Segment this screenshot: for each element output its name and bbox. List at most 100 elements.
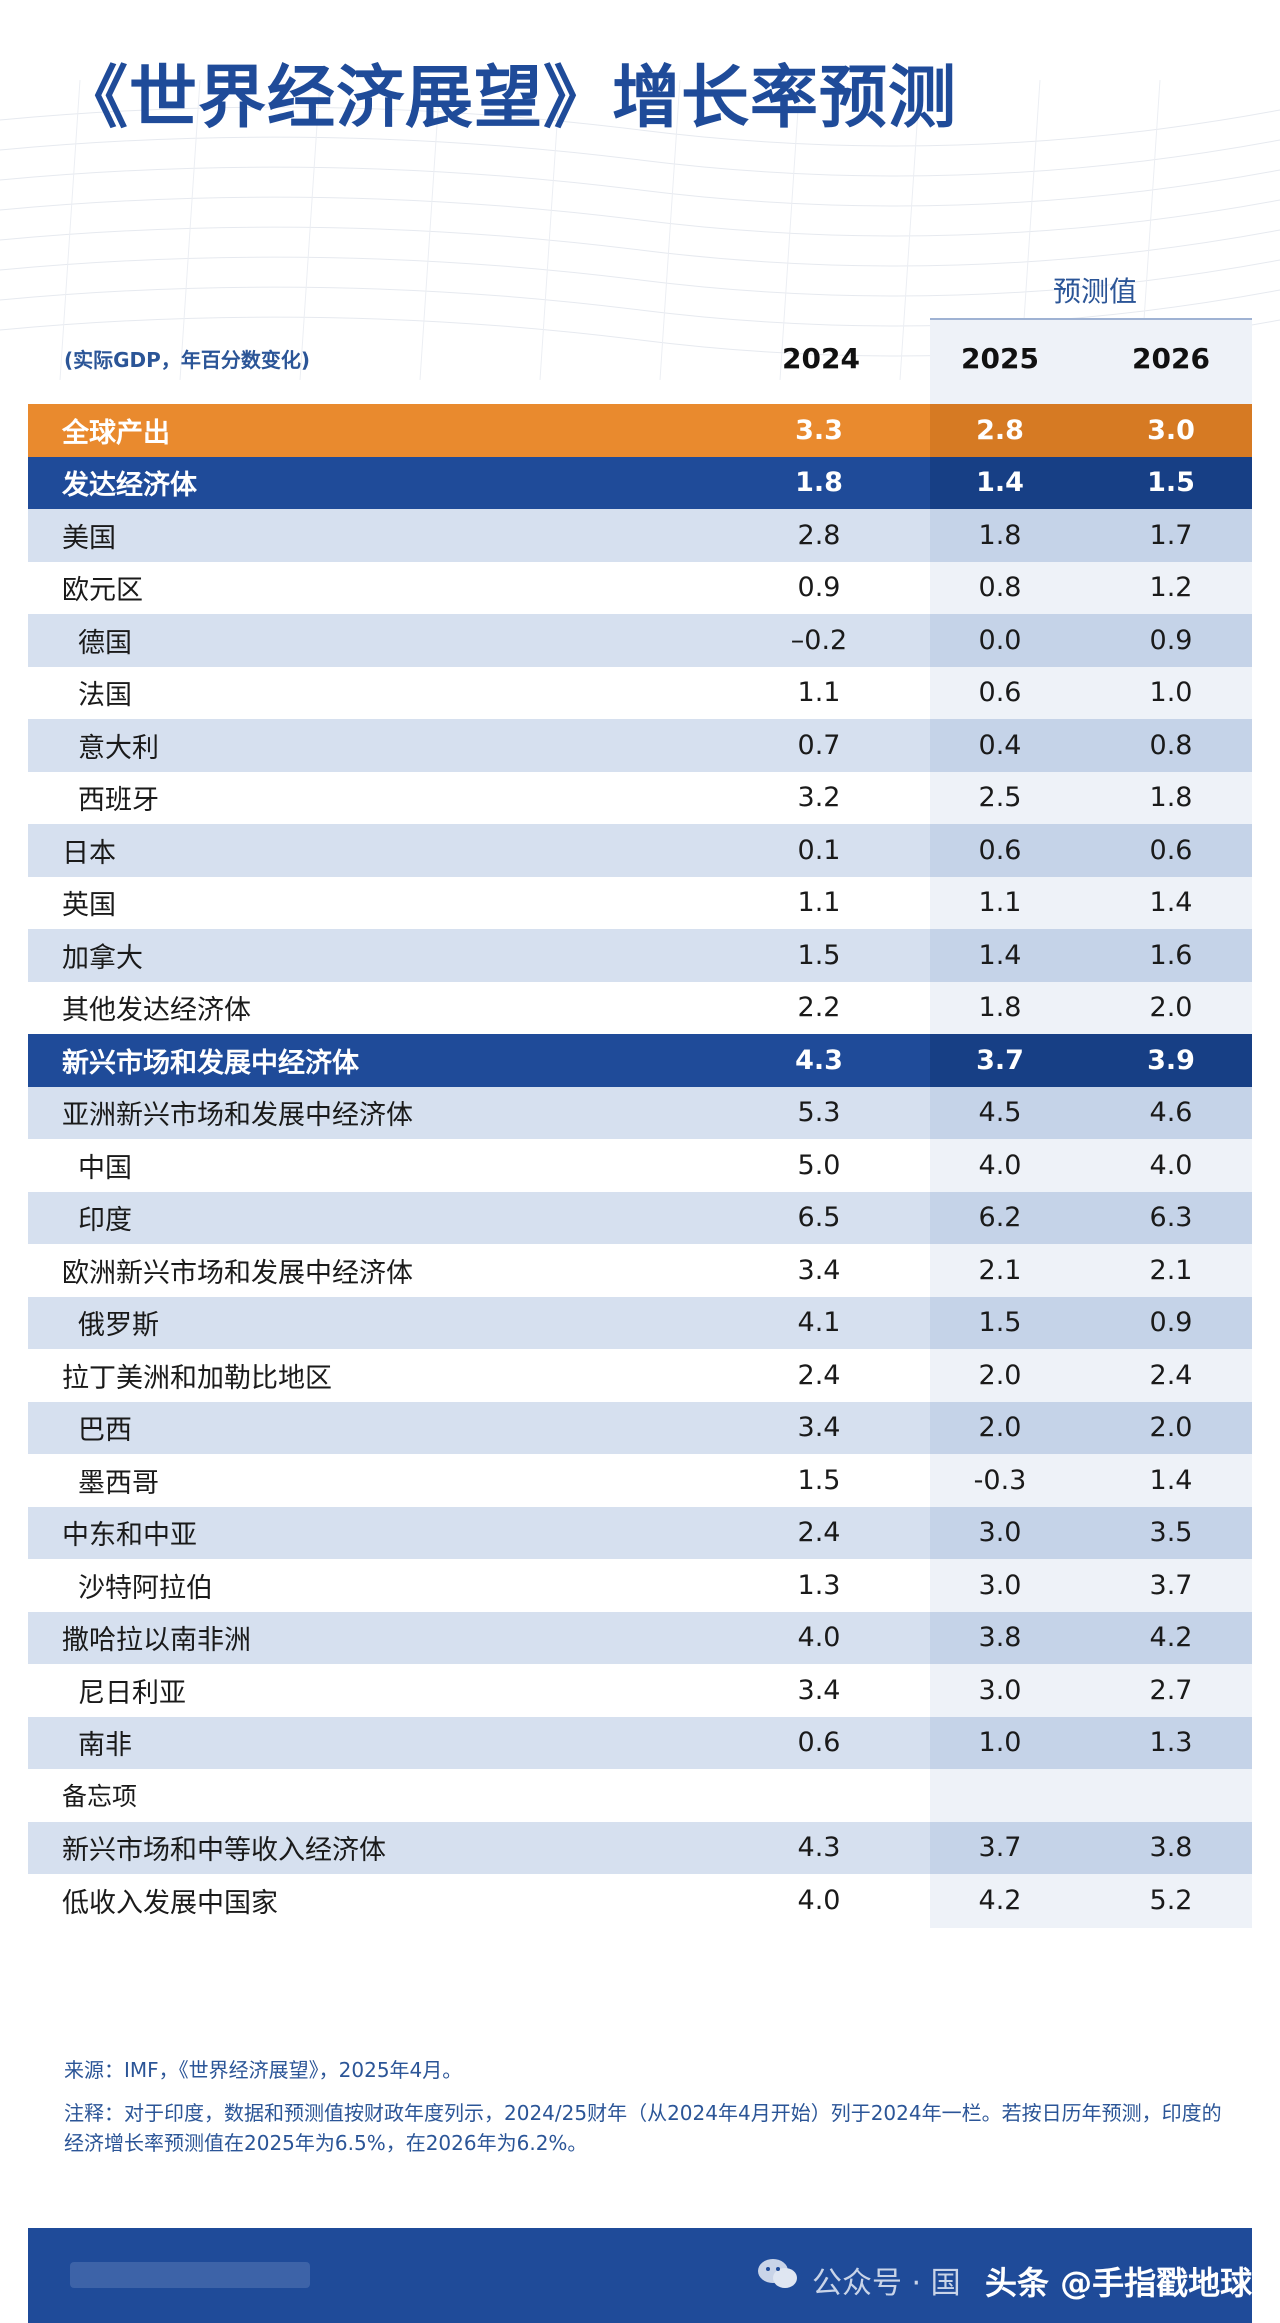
value-2025: 3.7 <box>976 1044 1024 1076</box>
value-2025: 2.8 <box>976 414 1024 446</box>
value-2026: 1.3 <box>1149 1727 1193 1759</box>
value-2026: 1.5 <box>1147 467 1195 499</box>
growth-table: 全球产出 3.3 2.8 3.0 发达经济体 1.8 1.4 1.5 美国 2.… <box>28 404 1252 1927</box>
value-2024: –0.2 <box>790 624 848 656</box>
value-2024: 4.0 <box>797 1884 841 1916</box>
value-2024: 2.8 <box>797 519 841 551</box>
row-label: 西班牙 <box>78 785 159 817</box>
value-2025: 3.8 <box>978 1622 1022 1654</box>
value-2025: 2.5 <box>978 782 1022 814</box>
forecast-label: 预测值 <box>1052 275 1137 308</box>
table-row: 低收入发展中国家 4.0 4.2 5.2 <box>28 1874 1252 1927</box>
value-2024: 3.4 <box>797 1254 841 1286</box>
value-2026: 0.8 <box>1149 729 1193 761</box>
year-header-2025: 2025 <box>961 342 1039 375</box>
row-label: 英国 <box>62 890 116 922</box>
row-label: 低收入发展中国家 <box>62 1887 278 1919</box>
value-2024: 3.4 <box>797 1674 841 1706</box>
row-label: 尼日利亚 <box>78 1677 186 1709</box>
table-row: 西班牙 3.2 2.5 1.8 <box>28 772 1252 825</box>
table-row: 拉丁美洲和加勒比地区 2.4 2.0 2.4 <box>28 1349 1252 1402</box>
table-row: 法国 1.1 0.6 1.0 <box>28 667 1252 720</box>
value-2025: 1.1 <box>978 887 1022 919</box>
value-2025: 3.0 <box>978 1674 1022 1706</box>
value-2024: 1.1 <box>797 887 841 919</box>
value-2024: 0.9 <box>797 572 841 604</box>
value-2024: 1.5 <box>797 1464 841 1496</box>
row-label: 欧元区 <box>62 575 143 607</box>
value-2026: 2.0 <box>1149 1412 1193 1444</box>
value-2025: 0.0 <box>978 624 1022 656</box>
value-2024: 1.8 <box>795 467 843 499</box>
value-2025: 2.1 <box>978 1254 1022 1286</box>
value-2024: 0.7 <box>797 729 841 761</box>
row-label: 中东和中亚 <box>62 1520 197 1552</box>
value-2026: 2.4 <box>1149 1359 1193 1391</box>
value-2024: 0.6 <box>797 1727 841 1759</box>
value-2025: 1.4 <box>976 467 1024 499</box>
value-2025: 0.4 <box>978 729 1022 761</box>
value-2026: 2.1 <box>1149 1254 1193 1286</box>
value-2026: 4.6 <box>1149 1097 1193 1129</box>
value-2024: 1.3 <box>797 1569 841 1601</box>
table-row: 新兴市场和中等收入经济体 4.3 3.7 3.8 <box>28 1821 1252 1874</box>
row-label: 印度 <box>78 1205 132 1237</box>
row-label: 墨西哥 <box>78 1467 159 1499</box>
value-2026: 4.2 <box>1149 1622 1193 1654</box>
year-header-2024: 2024 <box>782 342 860 375</box>
row-label: 巴西 <box>78 1415 132 1447</box>
value-2024: 4.1 <box>797 1307 841 1339</box>
value-2026: 1.0 <box>1149 677 1193 709</box>
memo-label: 备忘项 <box>62 1782 138 1812</box>
value-2026: 0.6 <box>1149 834 1193 866</box>
table-row: 印度 6.5 6.2 6.3 <box>28 1191 1252 1244</box>
value-2026: 6.3 <box>1149 1202 1193 1234</box>
background-mesh-graphic <box>0 80 1280 380</box>
row-label: 发达经济体 <box>62 470 197 502</box>
value-2026: 0.9 <box>1149 1307 1193 1339</box>
value-2025: -0.3 <box>973 1464 1027 1496</box>
value-2024: 0.1 <box>797 834 841 866</box>
row-label: 亚洲新兴市场和发展中经济体 <box>62 1100 413 1132</box>
table-row: 巴西 3.4 2.0 2.0 <box>28 1401 1252 1454</box>
value-2025: 1.8 <box>978 519 1022 551</box>
table-row: 欧元区 0.9 0.8 1.2 <box>28 562 1252 615</box>
value-2026: 1.8 <box>1149 782 1193 814</box>
value-2025: 2.0 <box>978 1412 1022 1444</box>
row-label: 其他发达经济体 <box>62 995 251 1027</box>
value-2024: 3.4 <box>797 1412 841 1444</box>
year-header-2026: 2026 <box>1132 342 1210 375</box>
row-label: 日本 <box>62 837 116 869</box>
row-label: 法国 <box>78 680 132 712</box>
value-2025: 1.4 <box>978 939 1022 971</box>
table-row: 德国 –0.2 0.0 0.9 <box>28 614 1252 667</box>
row-label: 意大利 <box>78 732 159 764</box>
table-row: 墨西哥 1.5 -0.3 1.4 <box>28 1454 1252 1507</box>
table-row: 加拿大 1.5 1.4 1.6 <box>28 929 1252 982</box>
value-2025: 3.0 <box>978 1517 1022 1549</box>
table-row: 新兴市场和发展中经济体 4.3 3.7 3.9 <box>28 1034 1252 1087</box>
value-2026: 1.7 <box>1149 519 1193 551</box>
value-2026: 3.0 <box>1147 414 1195 446</box>
value-2024: 2.2 <box>797 992 841 1024</box>
table-row: 其他发达经济体 2.2 1.8 2.0 <box>28 982 1252 1035</box>
row-label: 欧洲新兴市场和发展中经济体 <box>62 1257 413 1289</box>
row-label: 拉丁美洲和加勒比地区 <box>62 1362 332 1394</box>
value-2024: 2.4 <box>797 1517 841 1549</box>
forecast-divider <box>930 318 1252 320</box>
value-2024: 5.3 <box>797 1097 841 1129</box>
value-2025: 3.0 <box>978 1569 1022 1601</box>
row-label: 中国 <box>78 1152 132 1184</box>
row-label: 加拿大 <box>62 942 143 974</box>
source-note: 来源：IMF，《世界经济展望》，2025年4月。 <box>64 2058 463 2082</box>
value-2025: 0.8 <box>978 572 1022 604</box>
row-label: 美国 <box>62 522 116 554</box>
unit-label: (实际GDP，年百分数变化) <box>64 348 310 372</box>
table-row: 撒哈拉以南非洲 4.0 3.8 4.2 <box>28 1611 1252 1664</box>
table-row: 美国 2.8 1.8 1.7 <box>28 509 1252 562</box>
row-label: 全球产出 <box>62 417 170 449</box>
table-row: 日本 0.1 0.6 0.6 <box>28 824 1252 877</box>
table-row: 中东和中亚 2.4 3.0 3.5 <box>28 1506 1252 1559</box>
value-2024: 3.2 <box>797 782 841 814</box>
table-row: 发达经济体 1.8 1.4 1.5 <box>28 456 1252 509</box>
